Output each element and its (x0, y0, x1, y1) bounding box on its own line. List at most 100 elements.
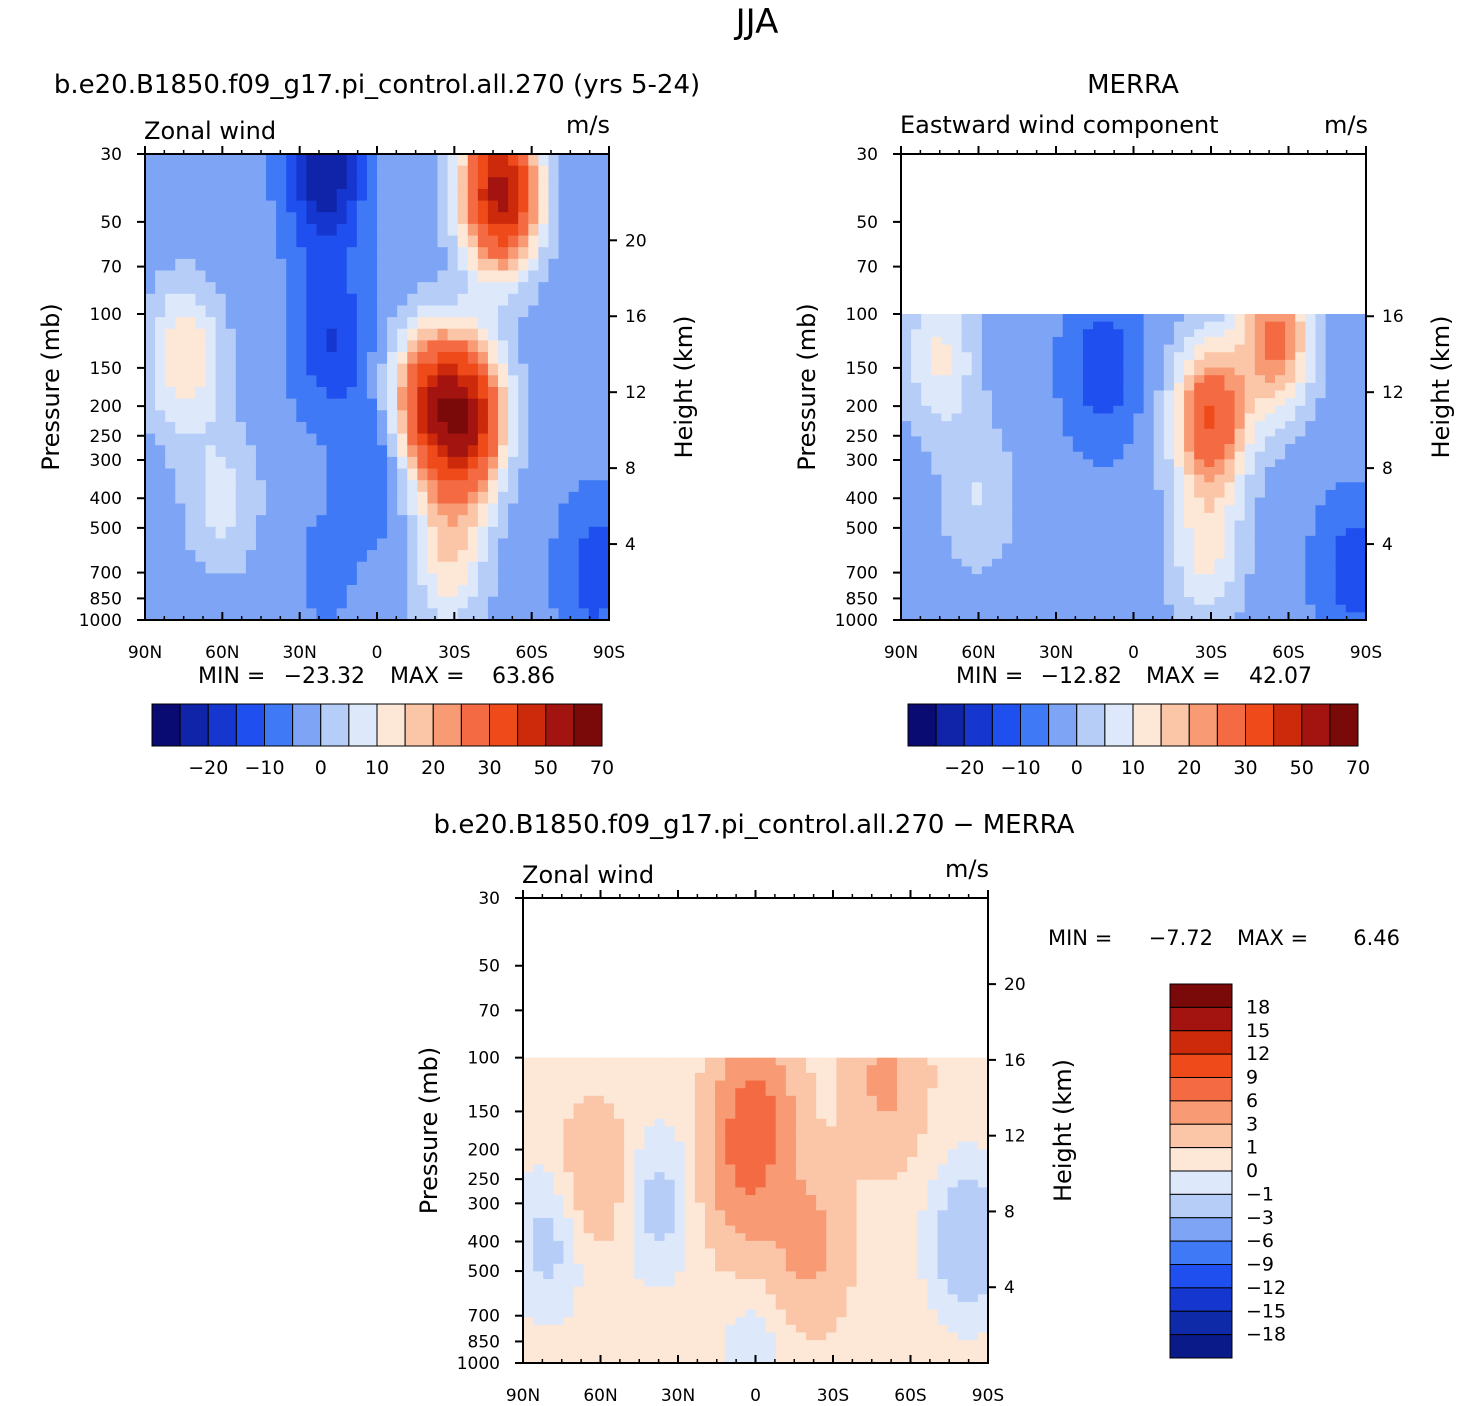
contour-cell (897, 1149, 908, 1158)
contour-cell (1133, 329, 1145, 338)
contour-cell (235, 270, 247, 283)
contour-cell (508, 608, 519, 621)
contour-cell (1012, 367, 1023, 376)
contour-cell (961, 344, 973, 353)
contour-cell (397, 445, 408, 458)
contour-cell (397, 468, 408, 481)
contour-cell (931, 359, 943, 369)
contour-cell (1305, 436, 1317, 445)
contour-cell (225, 608, 237, 621)
contour-cell (558, 456, 570, 470)
contour-cell (957, 1095, 969, 1105)
contour-cell (578, 340, 590, 353)
contour-cell (235, 398, 247, 411)
contour-cell (1264, 581, 1276, 591)
contour-cell (286, 480, 297, 493)
contour-cell (417, 526, 429, 540)
contour-cell (548, 585, 560, 598)
contour-cell (1345, 474, 1357, 483)
contour-cell (447, 480, 459, 493)
contour-cell (1234, 474, 1246, 483)
contour-cell (735, 1202, 746, 1211)
contour-cell (175, 468, 186, 481)
contour-cell (145, 608, 156, 621)
contour-cell (457, 375, 469, 388)
contour-cell (1224, 551, 1236, 560)
contour-cell (255, 258, 267, 272)
contour-cell (1194, 597, 1205, 606)
contour-cell (927, 1126, 939, 1135)
contour-cell (407, 596, 418, 609)
contour-cell (1113, 336, 1124, 346)
contour-cell (876, 1149, 888, 1158)
contour-cell (316, 387, 328, 400)
panel-merra: MERRA Eastward wind component m/s 90N 60N… (793, 70, 1455, 779)
contour-cell (346, 538, 358, 551)
contour-cell (447, 200, 459, 213)
contour-cell (907, 1202, 918, 1211)
contour-cell (543, 1065, 554, 1074)
contour-cell (477, 585, 489, 598)
contour-cell (1234, 321, 1246, 330)
contour-cell (1022, 321, 1034, 330)
contour-cell (286, 398, 297, 411)
contour-cell (437, 282, 449, 295)
contour-cell (1002, 444, 1013, 453)
contour-cell (1012, 428, 1023, 438)
contour-cell (528, 550, 539, 563)
contour-cell (457, 398, 469, 411)
contour-cell (306, 387, 318, 400)
contour-cell (961, 428, 973, 438)
contour-cell (195, 421, 207, 435)
contour-cell (266, 352, 277, 365)
contour-cell (366, 585, 378, 598)
contour-cell (175, 596, 186, 609)
contour-cell (477, 387, 489, 400)
contour-cell (1264, 604, 1276, 613)
contour-cell (366, 352, 378, 365)
contour-cell (1264, 336, 1276, 346)
contour-cell (1123, 612, 1135, 621)
contour-cell (624, 1172, 635, 1181)
contour-cell (674, 1065, 686, 1074)
contour-cell (1214, 558, 1226, 568)
contour-cell (1133, 474, 1145, 483)
contour-cell (356, 585, 368, 598)
contour-cell (427, 375, 439, 388)
contour-cell (205, 573, 217, 586)
contour-cell (245, 538, 257, 551)
contour-cell (1022, 382, 1034, 392)
contour-cell (704, 1217, 716, 1227)
contour-cell (276, 480, 287, 493)
contour-cell (725, 1118, 736, 1127)
contour-cell (941, 604, 953, 613)
contour-cell (306, 363, 318, 376)
contour-cell (1254, 497, 1266, 506)
contour-cell (1022, 359, 1034, 369)
contour-cell (165, 340, 176, 353)
contour-cell (508, 596, 519, 609)
contour-cell (1052, 314, 1064, 323)
contour-cell (921, 566, 932, 575)
contour-cell (1062, 352, 1074, 361)
contour-cell (911, 566, 922, 575)
contour-cell (205, 596, 217, 609)
contour-cell (457, 480, 469, 493)
contour-cell (1244, 459, 1256, 468)
contour-cell (276, 328, 287, 341)
contour-cell (145, 177, 156, 190)
contour-cell (1224, 489, 1236, 499)
contour-cell (1204, 566, 1215, 575)
contour-cell (1113, 474, 1124, 483)
contour-cell (1103, 612, 1114, 621)
contour-cell (568, 282, 580, 295)
contour-cell (487, 433, 499, 446)
contour-cell (498, 328, 509, 341)
contour-cell (1103, 329, 1114, 338)
contour-cell (326, 270, 338, 283)
contour-cell (927, 1088, 939, 1097)
contour-cell (1254, 597, 1266, 606)
contour-cell (654, 1217, 666, 1227)
contour-cell (1143, 428, 1155, 438)
contour-cell (593, 1133, 605, 1143)
